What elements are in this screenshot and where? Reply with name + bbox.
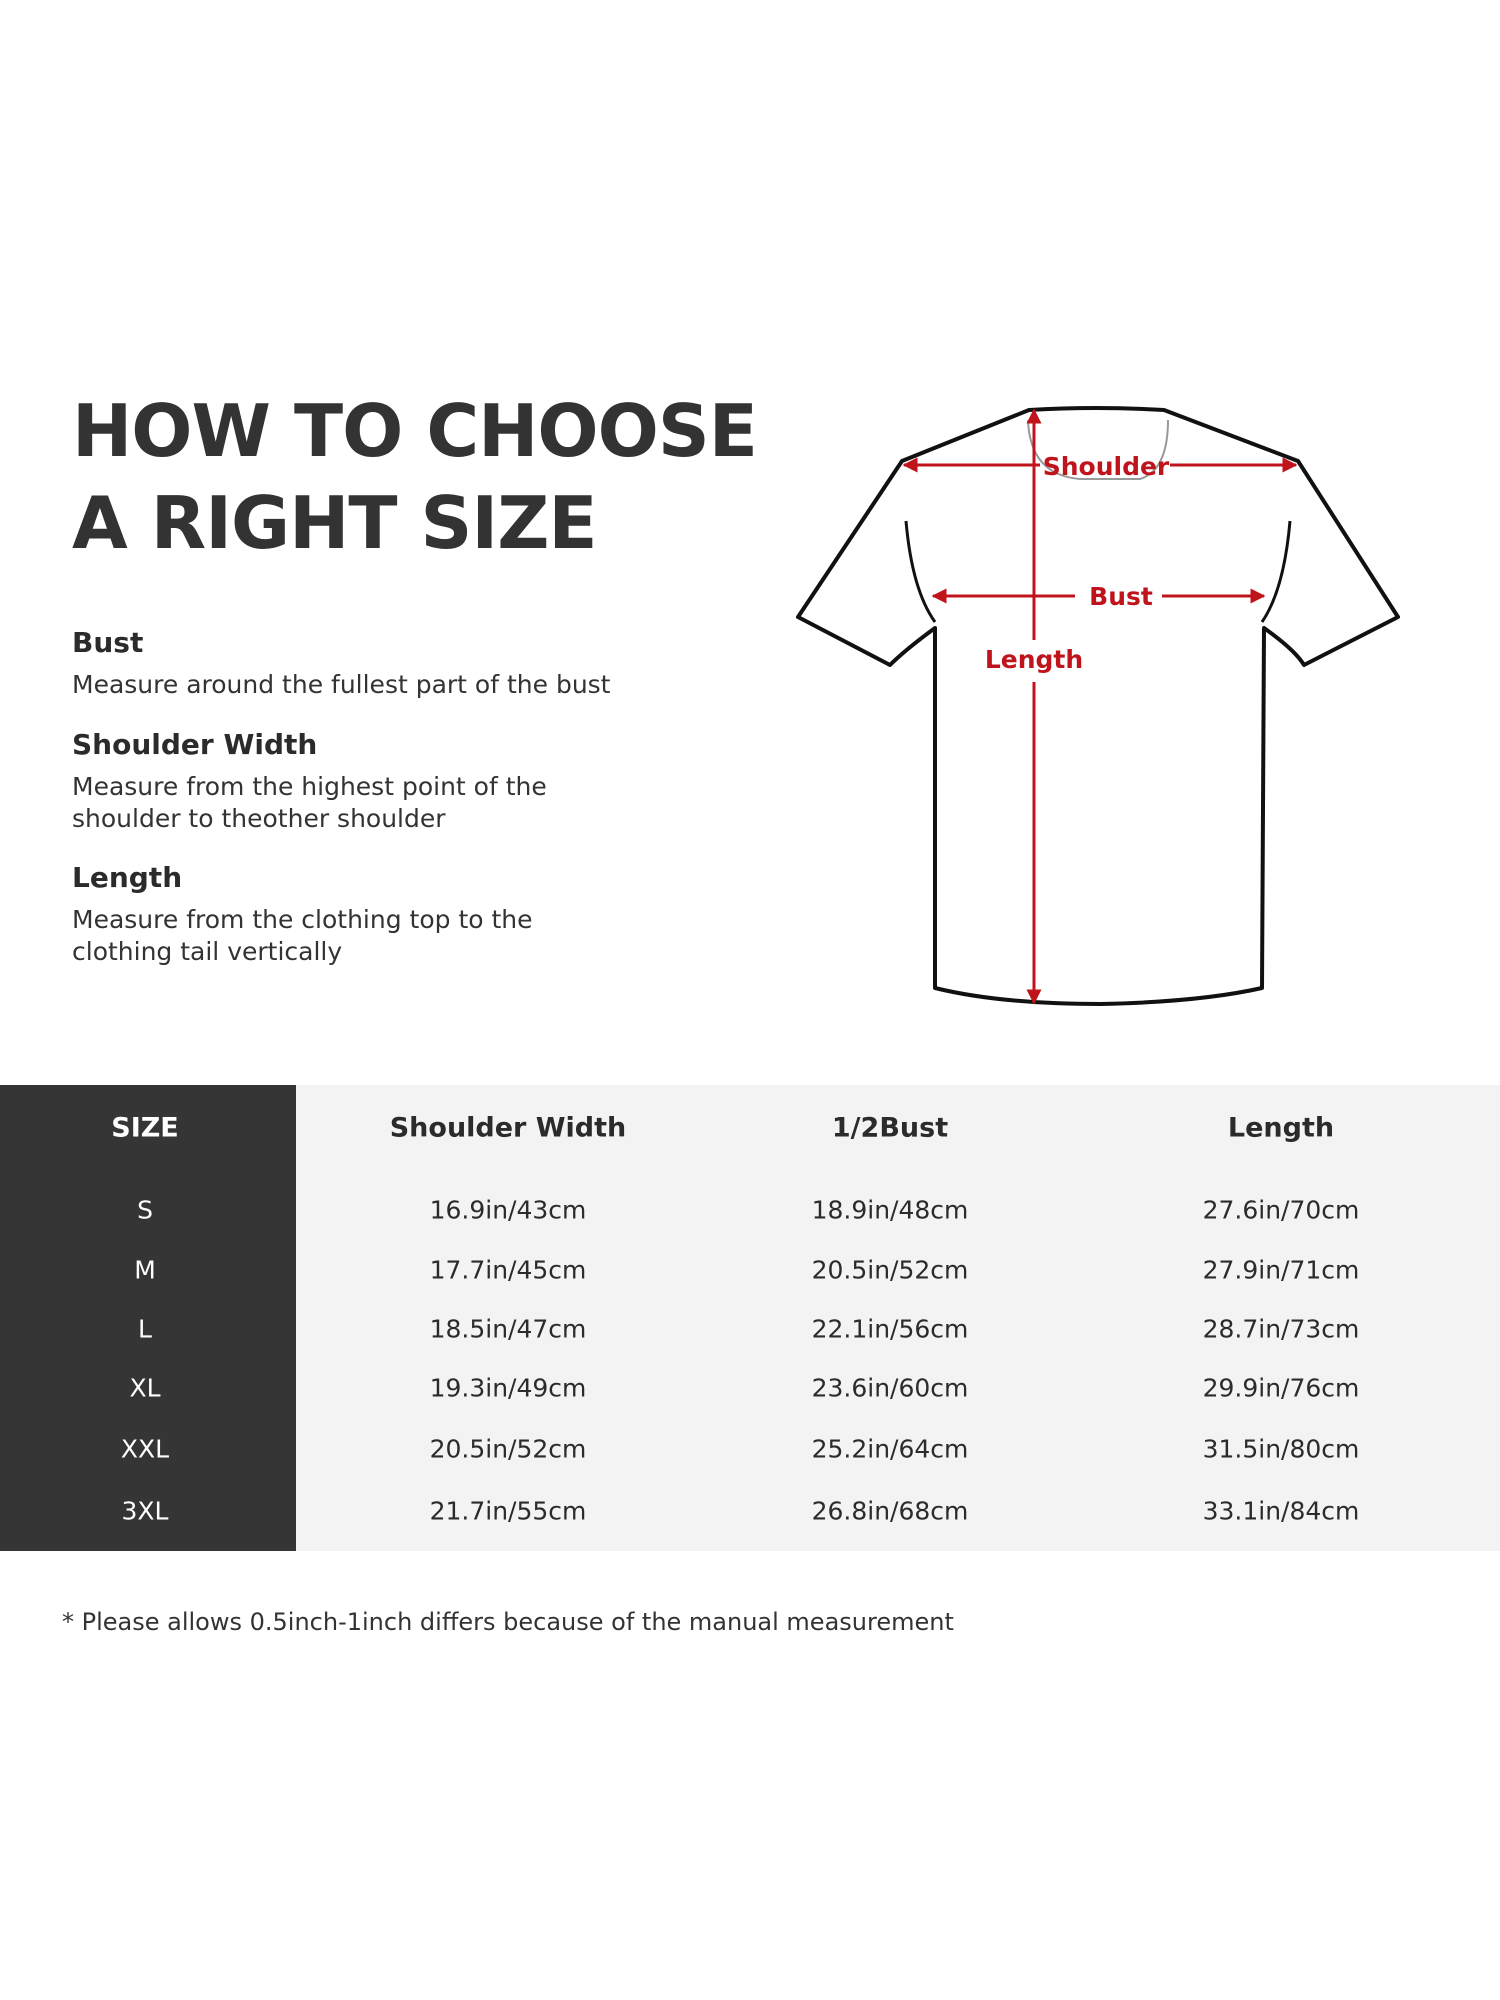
bust-label: Bust [1089,582,1153,611]
shoulder-description-1: Measure from the highest point of the [72,772,547,801]
cell-half-bust: 22.1in/56cm [811,1314,969,1344]
cell-shoulder-width: 17.7in/45cm [429,1255,587,1285]
header-half-bust: 1/2Bust [831,1112,949,1144]
cell-length: 28.7in/73cm [1202,1314,1360,1344]
cell-size: 3XL [121,1496,169,1526]
cell-half-bust: 26.8in/68cm [811,1496,969,1526]
shoulder-heading: Shoulder Width [72,728,318,761]
measurement-arrows [902,408,1298,1005]
size-column-background [0,1085,296,1551]
cell-length: 29.9in/76cm [1202,1373,1360,1403]
footnote: * Please allows 0.5inch-1inch differs be… [62,1608,954,1636]
cell-shoulder-width: 21.7in/55cm [429,1496,587,1526]
cell-length: 27.9in/71cm [1202,1255,1360,1285]
cell-size: L [138,1314,152,1344]
cell-length: 33.1in/84cm [1202,1496,1360,1526]
cell-half-bust: 23.6in/60cm [811,1373,969,1403]
shoulder-label: Shoulder [1043,452,1170,481]
title-line-1: HOW TO CHOOSE [72,389,758,473]
header-shoulder-width: Shoulder Width [389,1112,627,1144]
title-line-2: A RIGHT SIZE [72,481,598,565]
cell-size: S [137,1195,153,1225]
cell-size: XL [129,1373,161,1403]
size-table: SIZE Shoulder Width 1/2Bust Length S 16.9in/4… [0,1085,1500,1551]
cell-size: M [134,1255,156,1285]
length-description-2: clothing tail vertically [72,937,343,966]
header-length: Length [1227,1112,1335,1144]
tshirt-outline [796,406,1400,1006]
cell-length: 27.6in/70cm [1202,1195,1360,1225]
bust-heading: Bust [72,626,144,659]
length-heading: Length [72,861,183,894]
cell-shoulder-width: 18.5in/47cm [429,1314,587,1344]
cell-shoulder-width: 19.3in/49cm [429,1373,587,1403]
bust-description: Measure around the fullest part of the b… [72,670,611,699]
cell-shoulder-width: 16.9in/43cm [429,1195,587,1225]
tshirt-diagram: Shoulder Bust Length [796,406,1400,1006]
cell-half-bust: 18.9in/48cm [811,1195,969,1225]
cell-half-bust: 20.5in/52cm [811,1255,969,1285]
cell-length: 31.5in/80cm [1202,1434,1360,1464]
cell-size: XXL [120,1434,170,1464]
shoulder-description-2: shoulder to theother shoulder [72,804,446,833]
cell-half-bust: 25.2in/64cm [811,1434,969,1464]
length-label: Length [985,645,1083,674]
header-size: SIZE [111,1112,179,1144]
cell-shoulder-width: 20.5in/52cm [429,1434,587,1464]
length-description-1: Measure from the clothing top to the [72,905,533,934]
